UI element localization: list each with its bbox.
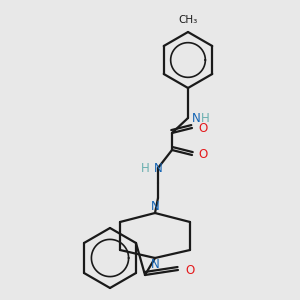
Text: O: O [198,148,207,161]
Text: O: O [185,263,194,277]
Text: CH₃: CH₃ [178,15,198,25]
Text: N: N [154,161,162,175]
Text: H: H [201,112,210,124]
Text: H: H [141,161,150,175]
Text: N: N [192,112,201,124]
Text: N: N [151,200,159,213]
Text: N: N [151,258,159,271]
Text: O: O [198,122,207,134]
